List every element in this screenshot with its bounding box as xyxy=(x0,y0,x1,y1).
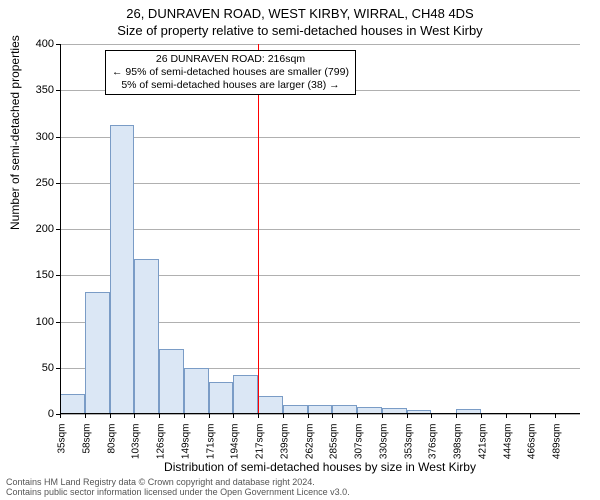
histogram-bar xyxy=(134,259,159,414)
x-tick-mark xyxy=(357,414,358,418)
x-tick-mark xyxy=(60,414,61,418)
x-tick-mark xyxy=(456,414,457,418)
histogram-bar xyxy=(184,368,209,414)
annotation-box: 26 DUNRAVEN ROAD: 216sqm ← 95% of semi-d… xyxy=(105,50,356,95)
x-tick-mark xyxy=(308,414,309,418)
chart-title-line2: Size of property relative to semi-detach… xyxy=(0,21,600,38)
x-axis-line xyxy=(60,413,580,414)
x-tick-mark xyxy=(332,414,333,418)
chart-title-line1: 26, DUNRAVEN ROAD, WEST KIRBY, WIRRAL, C… xyxy=(0,0,600,21)
y-tick-mark xyxy=(56,44,60,45)
plot-area: 050100150200250300350400 35sqm58sqm80sqm… xyxy=(60,44,580,414)
x-tick-mark xyxy=(283,414,284,418)
y-tick-label: 0 xyxy=(14,408,54,420)
y-tick-mark xyxy=(56,137,60,138)
y-tick-label: 300 xyxy=(14,131,54,143)
y-tick-mark xyxy=(56,275,60,276)
y-tick-label: 400 xyxy=(14,38,54,50)
reference-line-mark xyxy=(258,44,259,414)
histogram-bar xyxy=(233,375,258,414)
x-tick-mark xyxy=(134,414,135,418)
x-tick-mark xyxy=(431,414,432,418)
y-tick-mark xyxy=(56,368,60,369)
x-tick-mark xyxy=(85,414,86,418)
x-axis-label: Distribution of semi-detached houses by … xyxy=(60,460,580,474)
x-tick-mark xyxy=(530,414,531,418)
y-tick-mark xyxy=(56,229,60,230)
x-tick-mark xyxy=(184,414,185,418)
y-tick-label: 250 xyxy=(14,177,54,189)
histogram-bars xyxy=(60,44,580,414)
y-tick-mark xyxy=(56,183,60,184)
x-tick-mark xyxy=(110,414,111,418)
annotation-line-3: 5% of semi-detached houses are larger (3… xyxy=(112,79,349,92)
chart-container: 26, DUNRAVEN ROAD, WEST KIRBY, WIRRAL, C… xyxy=(0,0,600,500)
histogram-bar xyxy=(159,349,184,414)
annotation-line-1: 26 DUNRAVEN ROAD: 216sqm xyxy=(112,53,349,66)
x-tick-mark xyxy=(258,414,259,418)
grid-line xyxy=(60,414,580,415)
footer-line-2: Contains public sector information licen… xyxy=(6,488,350,498)
histogram-bar xyxy=(85,292,110,414)
histogram-bar xyxy=(209,382,234,414)
footer-attribution: Contains HM Land Registry data © Crown c… xyxy=(6,478,350,498)
y-tick-label: 150 xyxy=(14,269,54,281)
annotation-line-2: ← 95% of semi-detached houses are smalle… xyxy=(112,66,349,79)
y-tick-label: 100 xyxy=(14,316,54,328)
histogram-bar xyxy=(60,394,85,414)
x-tick-mark xyxy=(233,414,234,418)
y-tick-mark xyxy=(56,322,60,323)
y-tick-mark xyxy=(56,90,60,91)
histogram-bar xyxy=(258,396,283,414)
x-tick-mark xyxy=(506,414,507,418)
histogram-bar xyxy=(110,125,135,414)
x-tick-mark xyxy=(555,414,556,418)
y-tick-label: 350 xyxy=(14,84,54,96)
x-tick-mark xyxy=(159,414,160,418)
y-tick-label: 200 xyxy=(14,223,54,235)
y-tick-label: 50 xyxy=(14,362,54,374)
x-tick-mark xyxy=(209,414,210,418)
y-axis-line xyxy=(60,44,61,414)
x-tick-mark xyxy=(481,414,482,418)
x-tick-mark xyxy=(382,414,383,418)
x-tick-mark xyxy=(407,414,408,418)
